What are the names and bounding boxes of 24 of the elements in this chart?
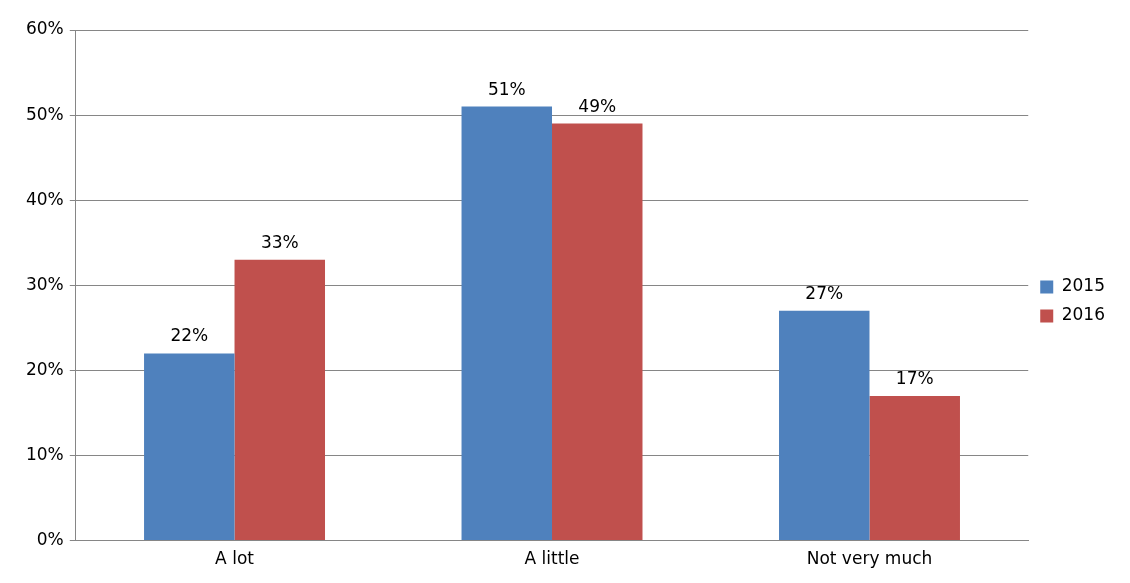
data-label: 22% [170, 325, 209, 346]
x-tick-label: A little [524, 548, 580, 569]
y-tick-label: 30% [25, 273, 64, 294]
legend-label: 2015 [1061, 275, 1105, 296]
bar [779, 310, 870, 541]
bar [869, 395, 960, 541]
data-label: 51% [487, 78, 526, 99]
y-tick-label: 40% [25, 188, 64, 209]
x-tick-label: A lot [215, 548, 255, 569]
bar [144, 353, 235, 541]
bar [234, 259, 326, 541]
bar [461, 106, 553, 541]
bar [552, 123, 643, 541]
data-label: 49% [578, 95, 617, 116]
y-tick-label: 50% [25, 103, 64, 124]
y-tick-label: 0% [36, 529, 64, 550]
data-label: 17% [895, 367, 934, 388]
y-tick-label: 20% [25, 358, 64, 379]
data-label: 27% [805, 282, 844, 303]
y-tick-label: 60% [25, 18, 64, 39]
legend-label: 2016 [1061, 304, 1105, 325]
x-tick-label: Not very much [806, 548, 933, 569]
data-label: 33% [260, 231, 299, 252]
y-tick-label: 10% [25, 443, 64, 464]
